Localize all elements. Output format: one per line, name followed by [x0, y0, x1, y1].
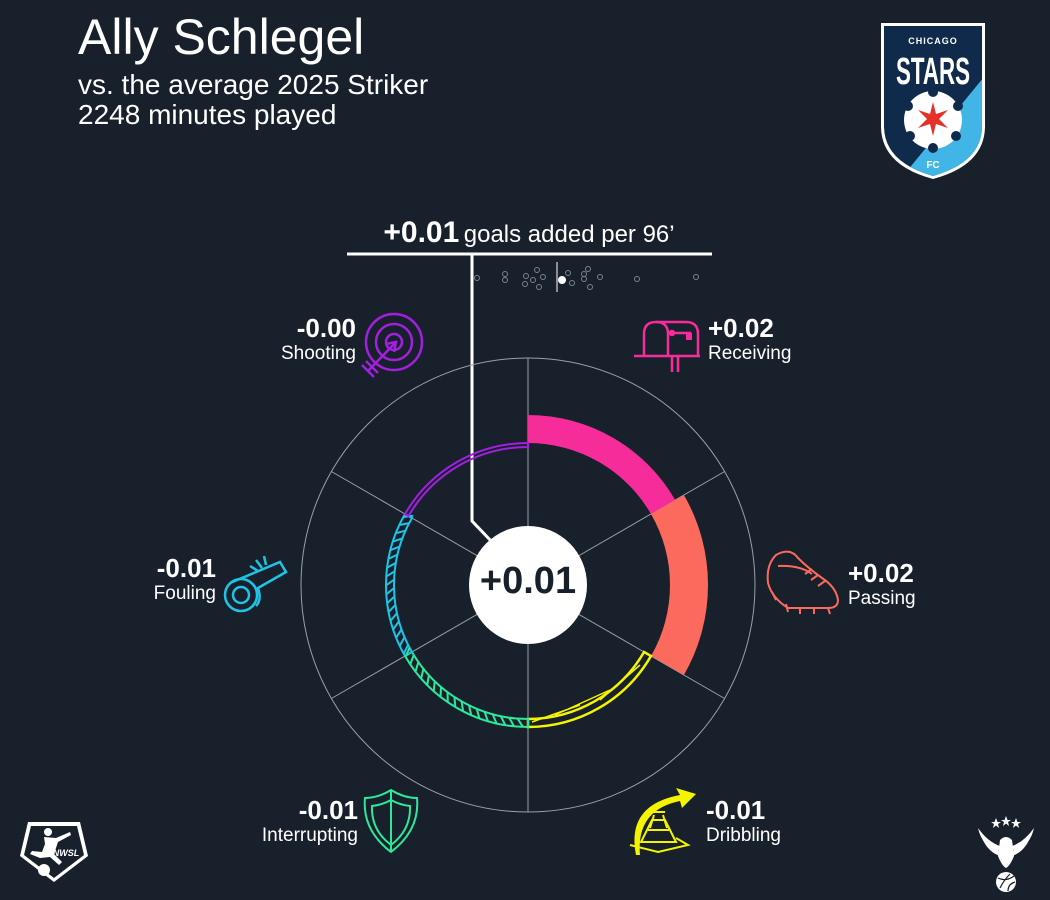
- mailbox-icon: [634, 320, 700, 372]
- center-total-value: +0.01: [479, 560, 577, 602]
- dribbling-label: Dribbling: [706, 825, 781, 846]
- comparison-subtitle: vs. the average 2025 Striker: [78, 69, 429, 100]
- interrupting-value: -0.01: [298, 795, 358, 825]
- receiving-value: +0.02: [708, 313, 774, 343]
- svg-text:CHICAGO: CHICAGO: [908, 36, 958, 46]
- shooting-label: Shooting: [280, 343, 356, 364]
- eagle-crest-logo: [978, 816, 1034, 892]
- bar-passing: [650, 495, 709, 675]
- dribbling-value: -0.01: [706, 795, 766, 825]
- whistle-icon: [223, 555, 288, 613]
- nwsl-logo: NWSL: [20, 822, 88, 882]
- bar-interrupting: [403, 650, 529, 729]
- target-icon: [361, 312, 424, 378]
- shield-icon: [363, 788, 419, 854]
- svg-text:NWSL: NWSL: [53, 848, 80, 858]
- total-value: +0.01: [383, 216, 460, 249]
- label-receiving: +0.02 Receiving: [708, 313, 791, 365]
- center-disc: [469, 526, 587, 644]
- interrupting-label: Interrupting: [261, 825, 358, 846]
- distribution-strip: [474, 266, 699, 290]
- label-fouling: -0.01 Fouling: [130, 553, 216, 605]
- bar-dribbling: [526, 650, 653, 729]
- player-name: Ally Schlegel: [78, 9, 365, 65]
- bar-fouling: [385, 512, 414, 658]
- label-dribbling: -0.01 Dribbling: [706, 795, 781, 847]
- minutes-played: 2248 minutes played: [78, 99, 337, 130]
- bar-receiving: [528, 415, 676, 514]
- dribble-arrow-icon: [634, 788, 696, 855]
- shooting-value: -0.00: [296, 313, 356, 343]
- fouling-label: Fouling: [153, 583, 216, 604]
- svg-text:FC: FC: [926, 160, 939, 171]
- cone-icon: [629, 811, 691, 854]
- passing-label: Passing: [848, 588, 916, 609]
- total-goals-added-header: +0.01 goals added per 96’: [348, 216, 710, 250]
- cleat-icon: [766, 550, 840, 615]
- label-shooting: -0.00 Shooting: [260, 313, 356, 365]
- bar-shooting: [403, 441, 529, 518]
- total-label: goals added per 96’: [463, 221, 675, 248]
- label-interrupting: -0.01 Interrupting: [240, 795, 358, 847]
- label-passing: +0.02 Passing: [848, 558, 916, 610]
- passing-value: +0.02: [848, 558, 914, 588]
- receiving-label: Receiving: [708, 343, 792, 364]
- team-crest-logo: CHICAGO STARS FC: [881, 23, 985, 179]
- player-dot: [558, 276, 566, 284]
- svg-text:STARS: STARS: [896, 51, 970, 93]
- fouling-value: -0.01: [156, 553, 216, 583]
